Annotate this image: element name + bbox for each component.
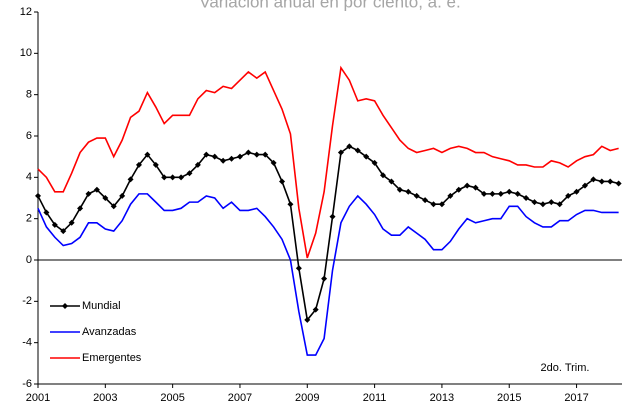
marker (590, 176, 597, 183)
marker (615, 180, 622, 187)
x-tick-label: 2003 (93, 392, 117, 404)
marker (388, 178, 395, 185)
marker (607, 178, 614, 185)
marker (321, 275, 328, 282)
x-tick-label: 2011 (363, 392, 387, 404)
marker (354, 147, 361, 154)
marker (194, 161, 201, 168)
marker (279, 178, 286, 185)
y-tick-label: 12 (20, 6, 32, 18)
y-tick-label: 0 (26, 254, 32, 266)
marker (253, 151, 260, 158)
marker (539, 201, 546, 208)
marker (144, 151, 151, 158)
marker (371, 159, 378, 166)
marker (497, 190, 504, 197)
marker (152, 161, 159, 168)
marker (329, 213, 336, 220)
marker (480, 190, 487, 197)
marker (228, 155, 235, 162)
y-tick-label: 6 (26, 130, 32, 142)
marker (135, 161, 142, 168)
marker (548, 199, 555, 206)
marker (178, 174, 185, 181)
marker (127, 176, 134, 183)
x-tick-label: 2017 (564, 392, 588, 404)
marker (396, 186, 403, 193)
marker (413, 192, 420, 199)
marker (102, 195, 109, 201)
marker (203, 151, 210, 158)
marker (270, 159, 277, 166)
marker (85, 190, 92, 197)
y-tick-label: -2 (22, 295, 32, 307)
marker (337, 149, 344, 156)
x-tick-label: 2009 (295, 392, 319, 404)
marker (438, 201, 445, 208)
y-tick-label: 10 (20, 47, 32, 59)
marker (169, 174, 176, 181)
marker (43, 209, 50, 216)
marker (514, 190, 521, 197)
marker (245, 149, 252, 156)
y-tick-label: 4 (26, 171, 32, 183)
marker (211, 153, 218, 160)
marker (380, 172, 387, 179)
marker (464, 182, 471, 189)
annotation: 2do. Trim. (541, 362, 590, 374)
marker (573, 188, 580, 195)
x-tick-label: 2013 (430, 392, 454, 404)
series-line (37, 65, 619, 259)
marker (287, 201, 294, 208)
y-tick-label: -4 (22, 337, 32, 349)
marker (506, 188, 513, 195)
marker (598, 178, 605, 185)
marker (93, 186, 100, 193)
marker (523, 195, 530, 201)
legend-marker (62, 303, 68, 309)
marker (565, 192, 572, 199)
marker (363, 153, 370, 160)
x-tick-label: 2007 (228, 392, 252, 404)
marker (405, 188, 412, 195)
marker (312, 306, 319, 313)
legend-label: Emergentes (82, 352, 142, 364)
marker (68, 219, 75, 226)
series-line (37, 193, 619, 356)
marker (430, 201, 437, 208)
marker (161, 174, 168, 181)
marker (489, 190, 496, 197)
marker (472, 184, 479, 191)
y-tick-label: 8 (26, 89, 32, 101)
legend-label: Mundial (82, 300, 121, 312)
x-tick-label: 2015 (497, 392, 521, 404)
marker (531, 199, 538, 206)
marker (77, 205, 84, 212)
marker (51, 221, 58, 228)
y-tick-label: -6 (22, 378, 32, 390)
marker (455, 186, 462, 193)
y-tick-label: 2 (26, 213, 32, 225)
marker (220, 157, 227, 164)
marker (236, 153, 243, 160)
marker (110, 203, 117, 210)
marker (346, 143, 353, 150)
marker (35, 192, 41, 199)
marker (186, 170, 193, 177)
marker (556, 201, 563, 208)
marker (447, 192, 454, 199)
marker (60, 228, 67, 235)
marker (295, 265, 302, 272)
marker (119, 192, 126, 199)
x-tick-label: 2005 (160, 392, 184, 404)
marker (304, 316, 311, 323)
marker (422, 197, 429, 204)
series-line (37, 145, 619, 322)
x-tick-label: 2001 (26, 392, 50, 404)
chart-subtitle: Variación anual en por ciento, a. e. (199, 0, 460, 11)
marker (581, 182, 588, 189)
marker (262, 151, 269, 158)
legend-label: Avanzadas (82, 326, 137, 338)
